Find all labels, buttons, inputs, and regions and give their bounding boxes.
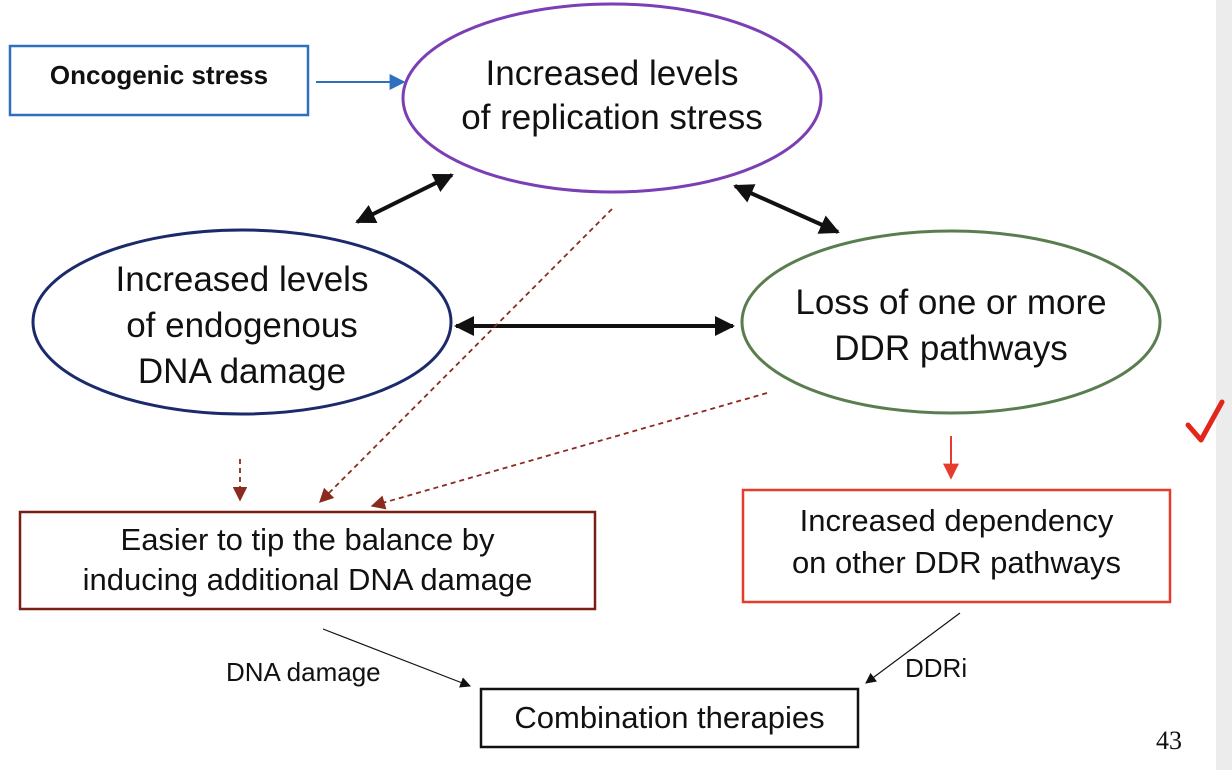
- endogenous-damage-label: Increased levels of endogenous DNA damag…: [42, 257, 442, 395]
- ddr-loss-ellipse: [740, 229, 1162, 415]
- endogenous-damage-ellipse: [31, 228, 453, 416]
- replication-stress-ellipse: [401, 2, 823, 194]
- dependency-line-1: Increased dependency: [799, 503, 1114, 538]
- tip-to-combination-arrow: [322, 628, 472, 688]
- dependency-line-2: on other DDR pathways: [791, 545, 1122, 580]
- checkmark-icon: [1185, 399, 1225, 443]
- dependency-to-combination-arrow: [865, 612, 961, 684]
- replication-ddr-arrow: [733, 184, 840, 234]
- endogenous-damage-line-3: DNA damage: [137, 352, 347, 391]
- ddr-loss-line-2: DDR pathways: [834, 329, 1068, 368]
- dna-damage-edge-label: DNA damage: [226, 657, 381, 687]
- ddri-edge-label: DDRi: [905, 653, 968, 683]
- replication-stress-line-1: Increased levels: [485, 54, 739, 93]
- tip-balance-line-1: Easier to tip the balance by: [120, 522, 495, 557]
- replication-stress-line-2: of replication stress: [461, 98, 763, 137]
- combination-label: Combination therapies: [514, 700, 825, 735]
- oncogenic-stress-box: [8, 44, 310, 117]
- tip-balance-line-2: inducing additional DNA damage: [82, 562, 533, 597]
- ddr-loss-line-1: Loss of one or more: [795, 283, 1107, 322]
- endogenous-damage-line-2: of endogenous: [126, 306, 358, 345]
- replication-endogenous-arrow: [355, 173, 454, 224]
- replication-to-tip-arrow: [318, 208, 613, 504]
- replication-stress-label: Increased levels of replication stress: [412, 52, 812, 140]
- ddr-to-tip-arrow: [370, 392, 768, 510]
- ddr-loss-label: Loss of one or more DDR pathways: [751, 280, 1151, 372]
- page-number: 43: [1156, 726, 1182, 755]
- tip-balance-box: [18, 510, 597, 611]
- oncogenic-stress-label: Oncogenic stress: [49, 60, 269, 90]
- dependency-box: [741, 488, 1172, 604]
- slide-edge: [1216, 0, 1232, 770]
- tip-balance-label: Easier to tip the balance by inducing ad…: [20, 520, 595, 600]
- dependency-label: Increased dependency on other DDR pathwa…: [743, 500, 1170, 584]
- endogenous-damage-line-1: Increased levels: [115, 260, 369, 299]
- combination-box: [479, 687, 860, 749]
